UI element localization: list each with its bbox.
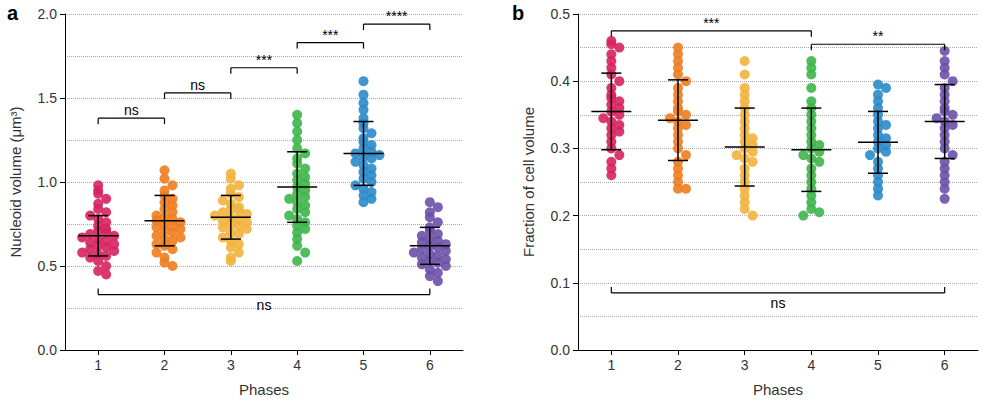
svg-text:**: ** (873, 28, 884, 44)
svg-text:****: **** (386, 8, 408, 24)
svg-text:4: 4 (807, 357, 815, 373)
svg-text:0.0: 0.0 (551, 342, 571, 358)
svg-text:***: *** (256, 52, 273, 68)
svg-text:ns: ns (257, 297, 272, 313)
svg-text:2.0: 2.0 (38, 6, 58, 22)
svg-text:Fraction of cell volume: Fraction of cell volume (520, 107, 537, 257)
svg-text:0.1: 0.1 (551, 275, 571, 291)
svg-text:Phases: Phases (239, 381, 289, 398)
svg-text:0.3: 0.3 (551, 140, 571, 156)
svg-text:6: 6 (941, 357, 949, 373)
svg-text:2: 2 (674, 357, 682, 373)
svg-text:0.5: 0.5 (38, 258, 58, 274)
svg-text:3: 3 (227, 357, 235, 373)
svg-text:ns: ns (124, 102, 139, 118)
svg-text:Nucleoid volume (μm³): Nucleoid volume (μm³) (7, 106, 24, 257)
svg-text:5: 5 (360, 357, 368, 373)
svg-text:ns: ns (771, 295, 786, 311)
svg-text:4: 4 (293, 357, 301, 373)
svg-text:0.4: 0.4 (551, 73, 571, 89)
svg-text:Phases: Phases (753, 381, 803, 398)
svg-text:0.2: 0.2 (551, 208, 571, 224)
svg-text:ns: ns (190, 77, 205, 93)
svg-text:3: 3 (741, 357, 749, 373)
svg-text:6: 6 (426, 357, 434, 373)
svg-text:2: 2 (161, 357, 169, 373)
svg-text:0.0: 0.0 (38, 342, 58, 358)
svg-text:a: a (7, 2, 19, 24)
svg-text:***: *** (322, 27, 339, 43)
svg-text:5: 5 (874, 357, 882, 373)
svg-text:1: 1 (607, 357, 615, 373)
svg-text:1.5: 1.5 (38, 90, 58, 106)
svg-text:0.5: 0.5 (551, 6, 571, 22)
svg-text:***: *** (703, 15, 720, 31)
svg-text:1.0: 1.0 (38, 174, 58, 190)
svg-text:1: 1 (94, 357, 102, 373)
svg-text:b: b (512, 2, 524, 24)
